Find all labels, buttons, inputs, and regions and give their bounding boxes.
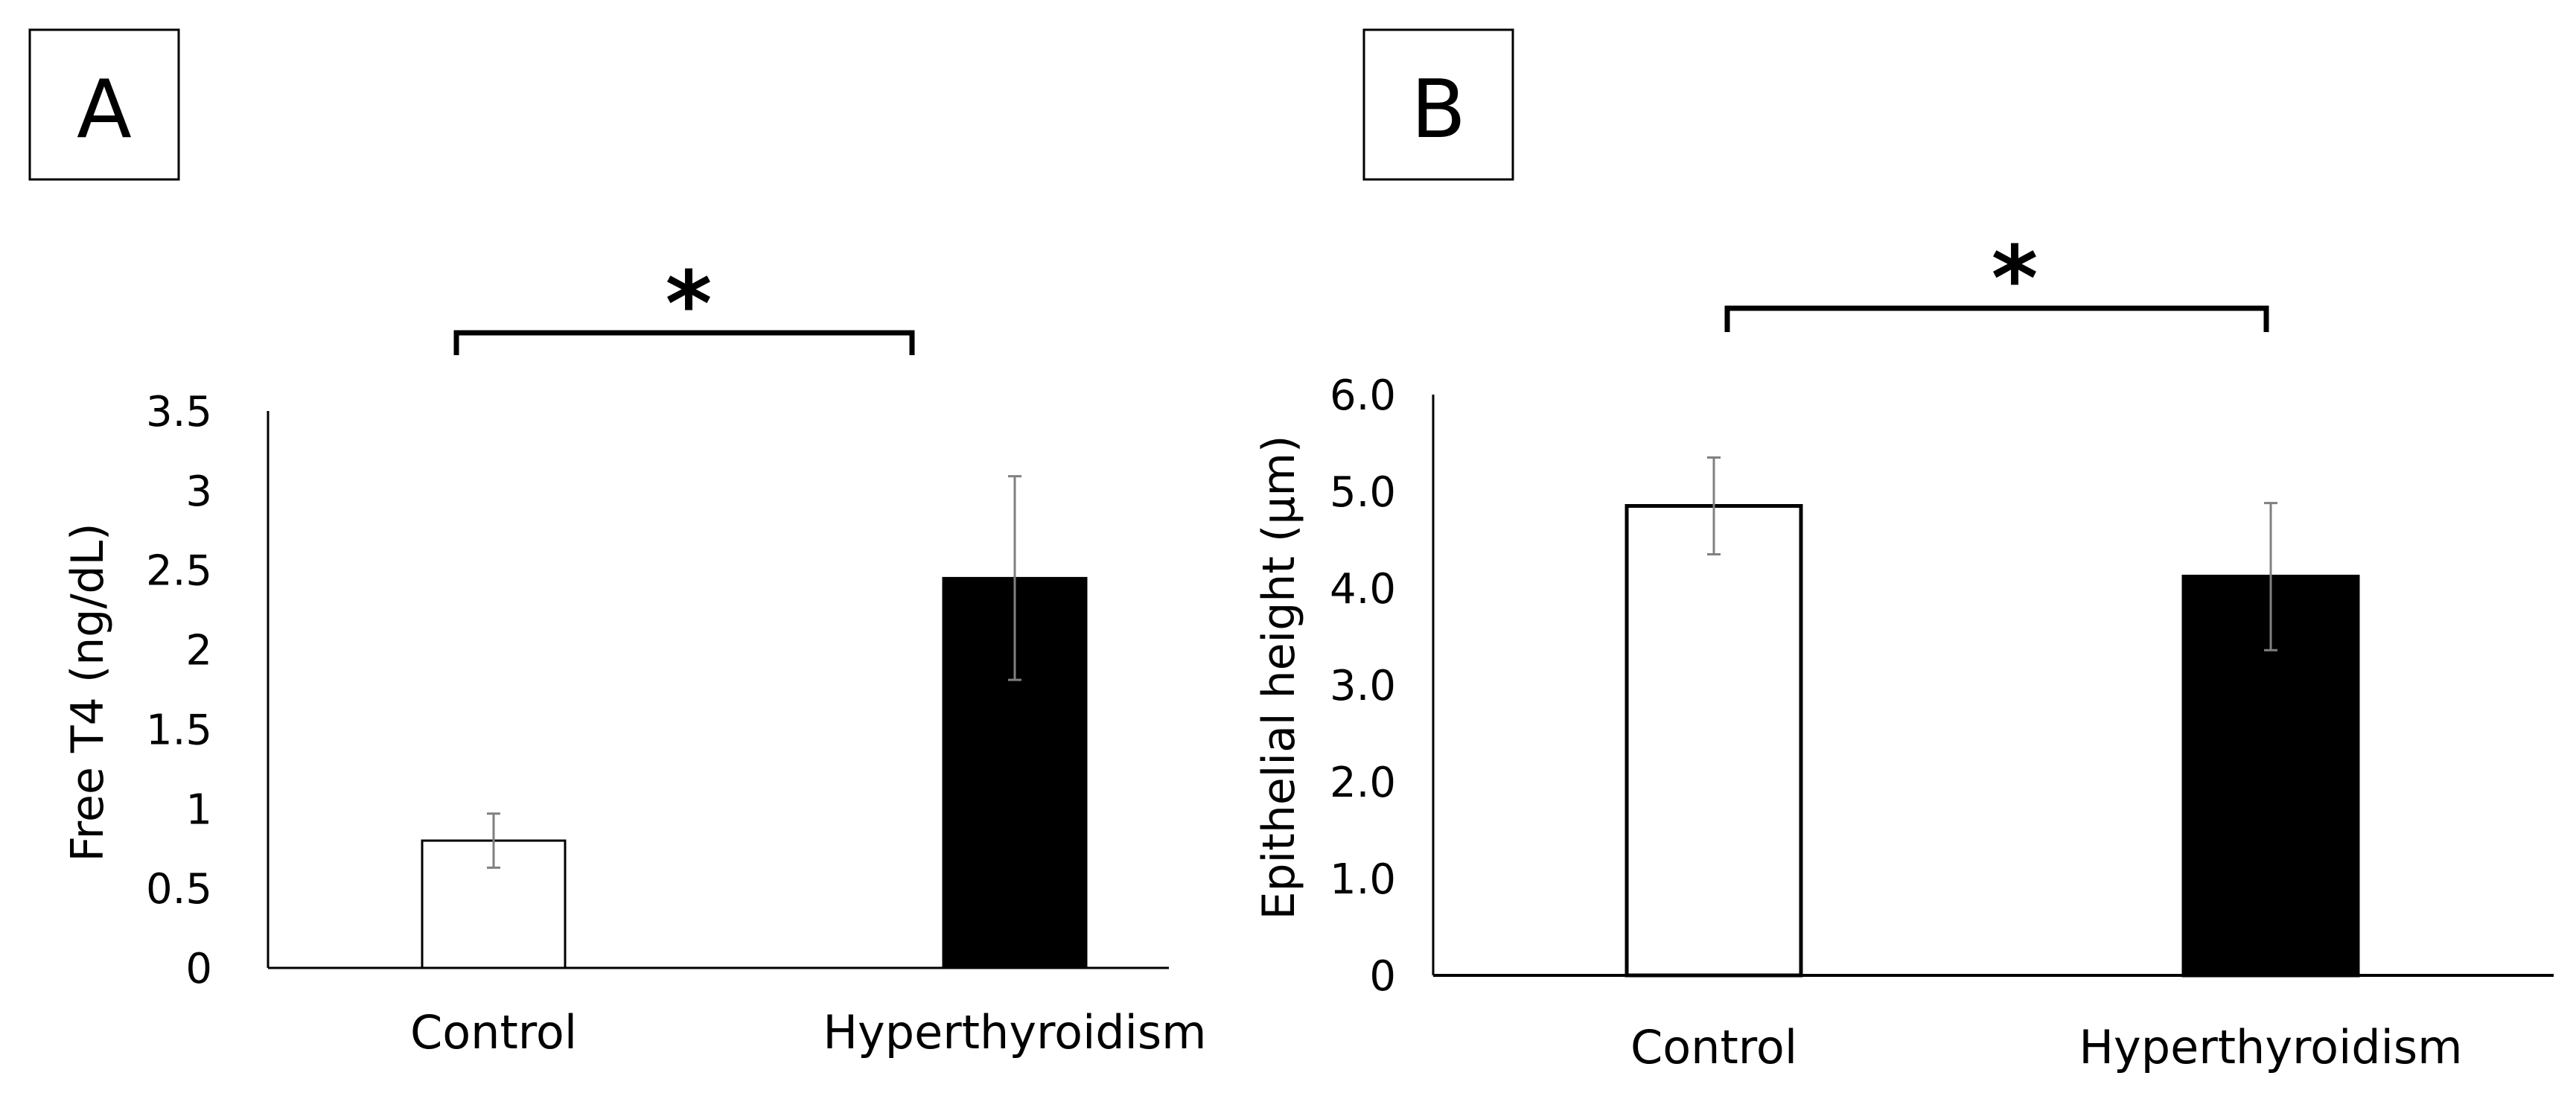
panel-a-category-label-hyperthyroidism: Hyperthyroidism <box>823 1005 1206 1059</box>
panel-b-y-tick-label: 4.0 <box>1330 565 1396 614</box>
panel-a-category-labels: Control Hyperthyroidism <box>410 1005 1207 1059</box>
panel-b-error-bars <box>1707 456 2277 651</box>
panel-b-significance-bracket <box>1724 305 2269 332</box>
panel-a-y-tick-label: 2.5 <box>146 547 212 596</box>
panel-a-y-tick-label: 1 <box>185 786 212 834</box>
panel-a-y-tick-label: 0.5 <box>146 865 212 914</box>
panel-b-error-bar-hyperthyroidism <box>2264 502 2277 651</box>
panel-b-significance-star: * <box>1992 228 2038 331</box>
panel-b-label-box <box>1362 28 1514 181</box>
panel-a-category-label-control: Control <box>410 1005 577 1059</box>
panel-b-chart: B Epithelial height (μm) 0 1.0 2.0 3.0 4.0 5.… <box>1253 28 2554 1074</box>
panel-a-y-tick-label: 3.5 <box>146 388 212 436</box>
panel-a-y-ticks: 0 0.5 1 1.5 2 2.5 3 3.5 <box>146 388 212 993</box>
panel-b-bars <box>1625 504 2360 978</box>
panel-b-y-tick-label: 6.0 <box>1330 372 1396 420</box>
panel-a-y-tick-label: 0 <box>185 945 212 993</box>
panel-a-y-tick-label: 3 <box>185 468 212 516</box>
panel-a-significance-bracket <box>453 330 915 355</box>
panel-a-label-box <box>28 28 180 181</box>
panel-b-bar-control <box>1625 504 1803 978</box>
panel-b-y-tick-label: 0 <box>1369 952 1396 1001</box>
panel-a-y-tick-label: 2 <box>185 627 212 675</box>
panel-b-category-labels: Control Hyperthyroidism <box>1630 1020 2463 1074</box>
panel-a-chart: A Free T4 (ng/dL) 0 0.5 1 1.5 2 2.5 3 3.5 Contr… <box>28 28 1207 1059</box>
panel-b-y-tick-label: 3.0 <box>1330 662 1396 710</box>
panel-b-y-tick-label: 1.0 <box>1330 855 1396 904</box>
panel-b-y-tick-label: 2.0 <box>1330 759 1396 807</box>
panel-a-bars <box>421 576 1088 969</box>
panel-b-error-bar-control <box>1707 456 1721 555</box>
panel-a-error-bars <box>487 475 1021 869</box>
panel-b-category-label-control: Control <box>1630 1020 1797 1074</box>
panel-a-error-bar-control <box>487 812 500 869</box>
panel-b-y-tick-label: 5.0 <box>1330 468 1396 517</box>
panel-b-category-label-hyperthyroidism: Hyperthyroidism <box>2079 1020 2462 1074</box>
panel-a-significance-star: * <box>666 253 712 357</box>
panel-b-y-ticks: 0 1.0 2.0 3.0 4.0 5.0 6.0 <box>1330 372 1396 1001</box>
panel-b-letter: B <box>1411 63 1466 156</box>
panel-b-y-axis-label: Epithelial height (μm) <box>1253 436 1305 920</box>
panel-a-letter: A <box>77 63 132 156</box>
panel-a-y-tick-label: 1.5 <box>146 706 212 754</box>
panel-a-y-axis-label: Free T4 (ng/dL) <box>62 523 114 862</box>
panel-a-error-bar-hyperthyroidism <box>1008 475 1021 681</box>
